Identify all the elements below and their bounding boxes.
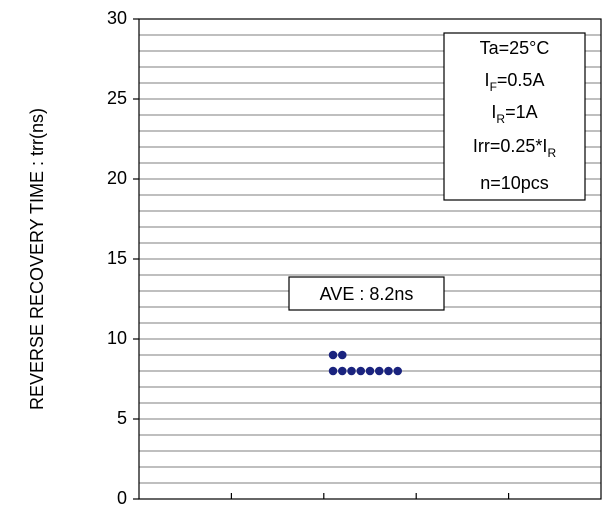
condition-n: n=10pcs — [480, 173, 549, 193]
data-point — [384, 366, 393, 376]
condition-ta: Ta=25°C — [480, 38, 550, 58]
y-tick-label: 10 — [107, 328, 127, 348]
data-point — [328, 366, 338, 376]
data-points — [328, 350, 403, 376]
average-box: AVE : 8.2ns — [288, 276, 445, 311]
data-point — [337, 350, 347, 360]
y-axis: 0 5 10 15 20 25 30 — [107, 8, 139, 508]
data-point — [337, 366, 347, 376]
average-box-frame — [288, 276, 445, 311]
condition-if-sub: F — [490, 80, 497, 94]
conditions-box-frame — [443, 32, 586, 201]
y-tick-label: 0 — [117, 488, 127, 508]
y-tick-label: 5 — [117, 408, 127, 428]
data-point — [365, 366, 375, 376]
condition-ir-sub: R — [496, 112, 505, 126]
conditions-box: Ta=25°C IF=0.5A IR=1A Irr=0.25*IR n=10pc… — [443, 32, 586, 201]
condition-irr-prefix: Irr=0.25*I — [473, 136, 548, 156]
condition-irr-sub: R — [547, 146, 556, 160]
condition-if-main: I — [485, 70, 490, 90]
y-tick-label: 25 — [107, 88, 127, 108]
condition-ir-main: I — [491, 102, 496, 122]
condition-irr: Irr=0.25*IR — [473, 136, 557, 160]
condition-if-value: =0.5A — [497, 70, 545, 90]
data-point — [356, 366, 366, 376]
condition-if: IF=0.5A — [485, 70, 545, 94]
y-tick-label: 20 — [107, 168, 127, 188]
x-axis — [230, 493, 510, 499]
data-point — [393, 366, 403, 376]
y-tick-label: 15 — [107, 248, 127, 268]
y-tick-label: 30 — [107, 8, 127, 28]
data-point — [328, 350, 338, 360]
average-label: AVE : 8.2ns — [320, 284, 414, 304]
condition-ir-value: =1A — [505, 102, 538, 122]
data-point — [347, 366, 356, 376]
condition-ir: IR=1A — [491, 102, 537, 126]
data-point — [374, 366, 384, 376]
y-axis-title: REVERSE RECOVERY TIME : trr(ns) — [27, 108, 47, 410]
